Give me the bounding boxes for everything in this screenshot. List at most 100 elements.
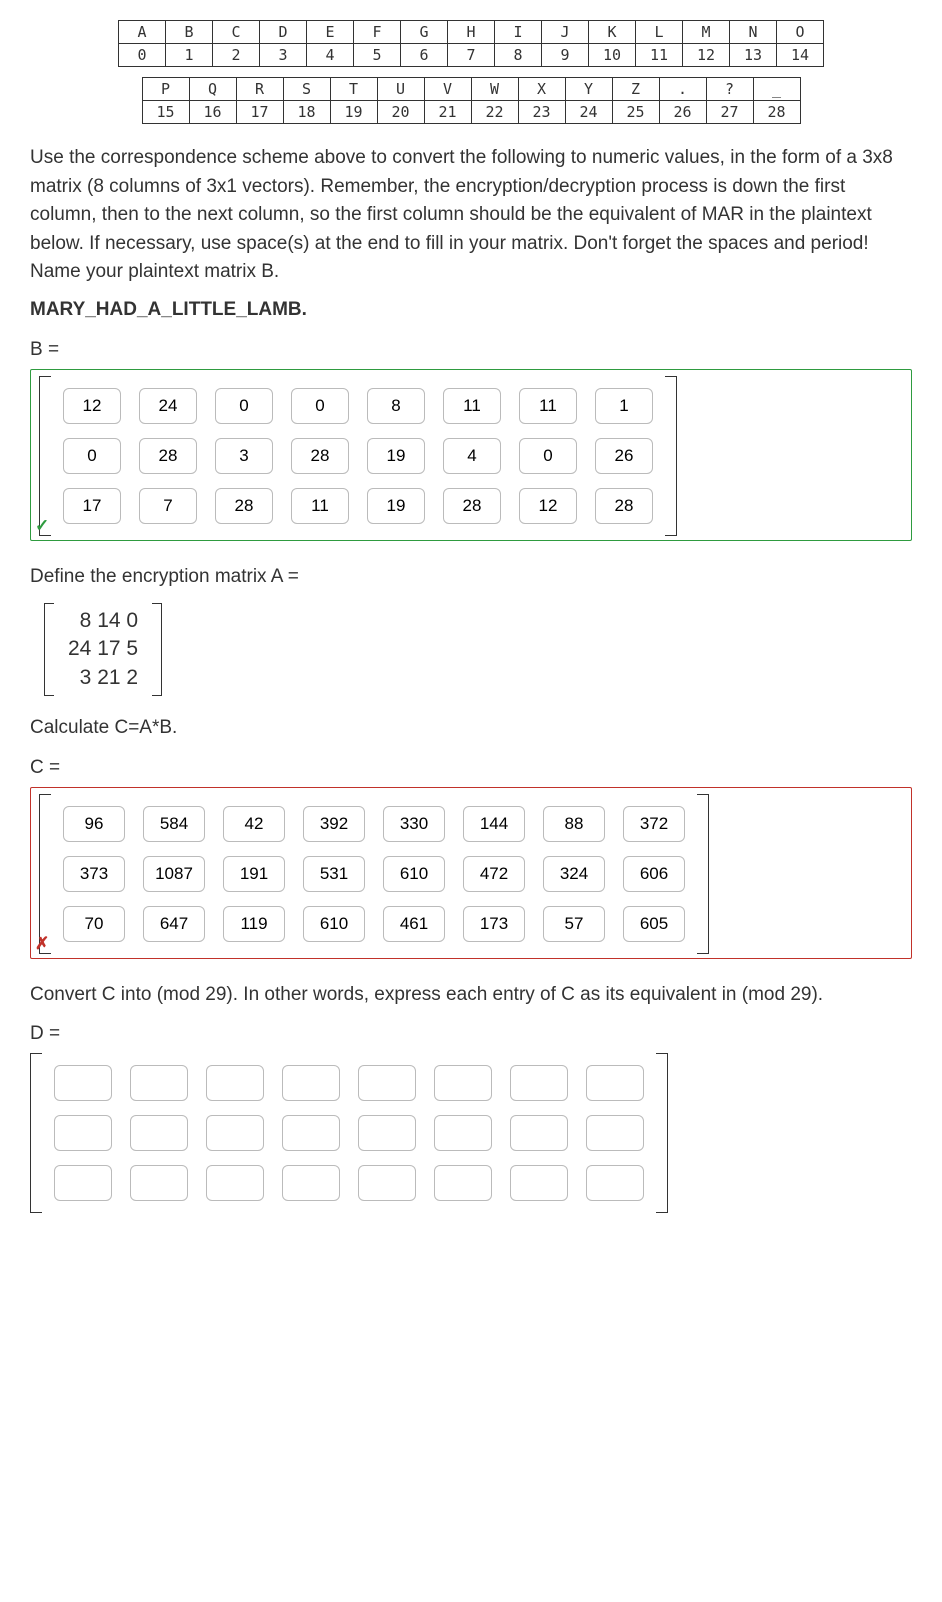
matrix-cell-input[interactable] [130,1065,188,1101]
code-cell: N [730,21,777,44]
matrix-cell-input[interactable] [443,438,501,474]
code-cell: M [683,21,730,44]
matrix-a: 8 14 0 24 17 5 3 21 2 [44,603,912,696]
code-cell: O [777,21,824,44]
matrix-cell-input[interactable] [206,1115,264,1151]
matrix-cell-input[interactable] [367,438,425,474]
code-cell: A [119,21,166,44]
matrix-cell-input[interactable] [358,1115,416,1151]
matrix-cell-input[interactable] [215,438,273,474]
code-cell: Z [612,78,659,101]
matrix-cell-input[interactable] [383,806,445,842]
matrix-cell-input[interactable] [434,1115,492,1151]
matrix-cell-input[interactable] [434,1065,492,1101]
matrix-cell-input[interactable] [383,906,445,942]
matrix-cell-input[interactable] [130,1165,188,1201]
matrix-cell-input[interactable] [215,488,273,524]
matrix-cell-input[interactable] [143,906,205,942]
matrix-cell-input[interactable] [434,1165,492,1201]
matrix-cell-input[interactable] [463,906,525,942]
code-cell: 19 [330,101,377,124]
matrix-cell-input[interactable] [463,806,525,842]
matrix-cell-input[interactable] [63,388,121,424]
matrix-cell-input[interactable] [367,488,425,524]
matrix-cell-input[interactable] [143,856,205,892]
matrix-cell-input[interactable] [215,388,273,424]
matrix-cell-input[interactable] [543,906,605,942]
matrix-cell-input[interactable] [443,388,501,424]
matrix-cell-input[interactable] [519,388,577,424]
code-cell: 7 [448,44,495,67]
matrix-cell-input[interactable] [130,1115,188,1151]
matrix-cell-input[interactable] [206,1065,264,1101]
matrix-cell-input[interactable] [510,1065,568,1101]
matrix-cell-input[interactable] [291,438,349,474]
matrix-cell-input[interactable] [63,906,125,942]
matrix-cell-input[interactable] [358,1165,416,1201]
code-cell: D [260,21,307,44]
code-cell: 10 [589,44,636,67]
calc-label: Calculate C=A*B. [30,714,912,743]
matrix-a-values: 8 14 0 24 17 5 3 21 2 [60,603,146,696]
matrix-cell-input[interactable] [519,438,577,474]
matrix-cell-input[interactable] [463,856,525,892]
matrix-cell-input[interactable] [54,1165,112,1201]
matrix-cell-input[interactable] [358,1065,416,1101]
code-cell: 8 [495,44,542,67]
matrix-cell-input[interactable] [303,806,365,842]
matrix-cell-input[interactable] [223,856,285,892]
matrix-cell-input[interactable] [543,856,605,892]
code-cell: I [495,21,542,44]
matrix-cell-input[interactable] [623,856,685,892]
matrix-cell-input[interactable] [206,1165,264,1201]
matrix-cell-input[interactable] [291,488,349,524]
matrix-cell-input[interactable] [139,488,197,524]
matrix-cell-input[interactable] [63,856,125,892]
code-cell: 6 [401,44,448,67]
matrix-cell-input[interactable] [223,806,285,842]
code-cell: Y [565,78,612,101]
code-cell: U [377,78,424,101]
matrix-cell-input[interactable] [139,438,197,474]
matrix-cell-input[interactable] [586,1115,644,1151]
matrix-cell-input[interactable] [543,806,605,842]
matrix-cell-input[interactable] [623,906,685,942]
matrix-cell-input[interactable] [291,388,349,424]
matrix-cell-input[interactable] [623,806,685,842]
matrix-cell-input[interactable] [63,438,121,474]
matrix-cell-input[interactable] [63,488,121,524]
matrix-cell-input[interactable] [139,388,197,424]
matrix-cell-input[interactable] [54,1115,112,1151]
matrix-cell-input[interactable] [383,856,445,892]
matrix-cell-input[interactable] [595,488,653,524]
code-cell: 11 [636,44,683,67]
code-cell: 4 [307,44,354,67]
code-cell: 3 [260,44,307,67]
matrix-cell-input[interactable] [282,1115,340,1151]
matrix-cell-input[interactable] [63,806,125,842]
matrix-cell-input[interactable] [303,856,365,892]
check-icon: ✓ [35,516,49,536]
c-label: C = [30,757,912,779]
code-cell: 5 [354,44,401,67]
matrix-cell-input[interactable] [595,438,653,474]
matrix-cell-input[interactable] [443,488,501,524]
matrix-cell-input[interactable] [586,1065,644,1101]
matrix-cell-input[interactable] [223,906,285,942]
matrix-cell-input[interactable] [510,1165,568,1201]
matrix-cell-input[interactable] [54,1065,112,1101]
matrix-cell-input[interactable] [519,488,577,524]
matrix-cell-input[interactable] [282,1165,340,1201]
matrix-cell-input[interactable] [586,1165,644,1201]
matrix-cell-input[interactable] [282,1065,340,1101]
code-cell: 23 [518,101,565,124]
code-cell: 16 [189,101,236,124]
matrix-b-grid [57,376,659,536]
matrix-cell-input[interactable] [367,388,425,424]
matrix-cell-input[interactable] [143,806,205,842]
instruction-text: Use the correspondence scheme above to c… [30,144,912,287]
code-cell: . [659,78,706,101]
matrix-cell-input[interactable] [595,388,653,424]
matrix-cell-input[interactable] [303,906,365,942]
matrix-cell-input[interactable] [510,1115,568,1151]
